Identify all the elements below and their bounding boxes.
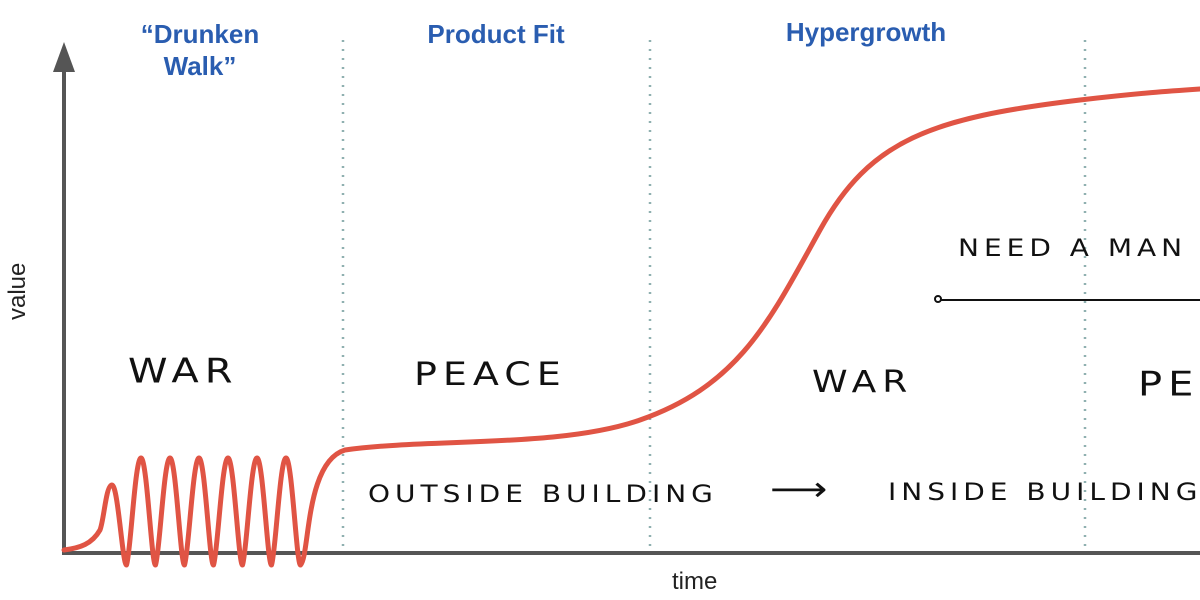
mode-label-peace-1: PEACE (414, 355, 567, 393)
phase-title-drunken-walk: “Drunken Walk” (140, 19, 260, 81)
y-axis-label: value (4, 262, 31, 320)
mode-label-war-2: WAR (812, 365, 914, 400)
underline-dot (934, 295, 942, 303)
need-a-manager-note: NEED A MAN (958, 234, 1188, 263)
phase-title-hypergrowth: Hypergrowth (785, 17, 947, 47)
phase-title-product-fit: Product Fit (427, 19, 565, 49)
transition-arrow-icon: ⟶ (770, 470, 828, 510)
y-axis-arrow-icon (53, 42, 75, 72)
mode-label-peace-2: PE (1138, 365, 1200, 405)
x-axis-label: time (672, 568, 718, 595)
value-curve (61, 86, 1200, 568)
inside-building-label: INSIDE BUILDING (888, 478, 1200, 507)
mode-label-war-1: WAR (128, 352, 239, 392)
outside-building-label: OUTSIDE BUILDING (368, 480, 718, 509)
